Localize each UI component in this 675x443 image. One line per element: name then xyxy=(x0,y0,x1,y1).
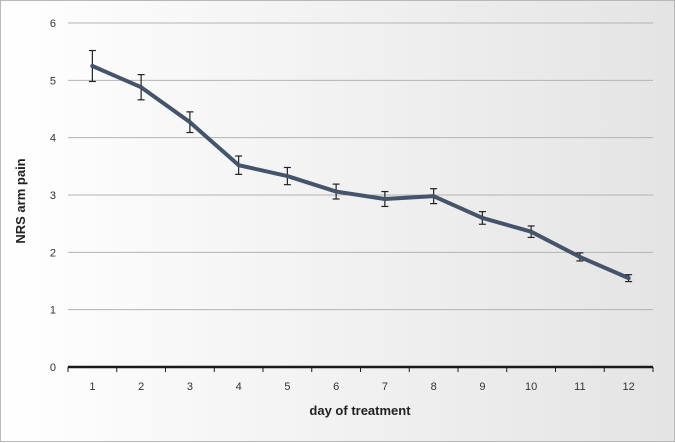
gridlines xyxy=(68,22,653,311)
y-tick-label: 6 xyxy=(50,18,56,30)
error-bar xyxy=(332,183,340,200)
error-bar xyxy=(625,274,633,283)
x-tick-label: 6 xyxy=(333,381,339,393)
x-axis-title: day of treatment xyxy=(309,403,411,418)
error-bar xyxy=(186,111,194,134)
y-tick-label: 1 xyxy=(50,305,56,317)
error-bar xyxy=(478,211,486,225)
x-tick-label: 7 xyxy=(382,381,388,393)
error-bar xyxy=(283,166,291,186)
x-tick-label: 11 xyxy=(574,381,585,393)
axes xyxy=(67,365,654,372)
data-point xyxy=(431,194,436,199)
y-axis-title: NRS arm pain xyxy=(13,158,28,243)
data-point xyxy=(577,254,582,259)
error-bar xyxy=(235,155,243,175)
error-bar xyxy=(576,252,584,262)
error-bar xyxy=(527,225,535,239)
data-point xyxy=(626,276,631,281)
x-tick-label: 12 xyxy=(623,381,635,393)
data-point xyxy=(90,64,95,68)
data-point xyxy=(334,189,339,194)
error-bar xyxy=(88,49,96,83)
x-tick-label: 4 xyxy=(236,381,242,393)
data-point xyxy=(139,85,144,90)
data-point xyxy=(382,197,387,202)
data-point xyxy=(236,163,241,168)
error-bar xyxy=(381,190,389,208)
error-bar xyxy=(430,188,438,205)
y-tick-label: 4 xyxy=(50,133,56,145)
x-tick-label: 3 xyxy=(187,381,193,393)
y-tick-label: 0 xyxy=(50,362,56,374)
x-tick-label: 2 xyxy=(138,381,144,393)
y-tick-label: 3 xyxy=(50,190,56,202)
data-point xyxy=(480,215,485,220)
data-point xyxy=(529,229,534,234)
x-tick-label: 10 xyxy=(525,381,537,393)
x-tick-label: 9 xyxy=(479,381,485,393)
y-tick-label: 2 xyxy=(50,247,56,259)
data-series xyxy=(88,49,633,283)
x-tick-label: 5 xyxy=(284,381,290,393)
data-point xyxy=(285,174,290,179)
data-point xyxy=(187,120,192,125)
y-tick-label: 5 xyxy=(50,75,56,87)
error-bar xyxy=(137,73,145,101)
x-tick-label: 8 xyxy=(431,381,437,393)
series-line xyxy=(90,64,631,281)
x-tick-label: 1 xyxy=(89,381,95,393)
